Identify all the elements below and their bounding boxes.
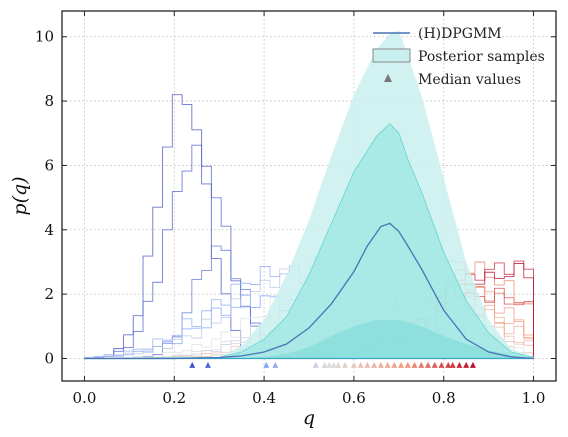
median-marker	[456, 361, 463, 368]
median-marker	[438, 361, 445, 368]
median-marker	[449, 361, 456, 368]
x-tick-label: 0.4	[252, 389, 276, 407]
median-marker	[463, 361, 470, 368]
x-tick-label: 1.0	[522, 389, 546, 407]
median-marker	[335, 361, 342, 368]
median-marker	[204, 361, 211, 368]
median-marker	[445, 361, 452, 368]
median-marker	[189, 361, 196, 368]
legend-median-marker	[384, 74, 392, 82]
x-axis-label: q	[303, 407, 315, 429]
median-marker	[263, 361, 270, 368]
legend-model-label: (H)DPGMM	[418, 26, 502, 42]
x-tick-label: 0.2	[162, 389, 186, 407]
median-marker	[431, 361, 438, 368]
y-axis-label: p(q)	[9, 176, 31, 215]
median-markers	[189, 361, 476, 368]
plot-frame	[61, 10, 557, 382]
y-tick-label: 2	[44, 285, 54, 303]
band-low	[84, 319, 534, 359]
model-curve	[84, 222, 534, 360]
y-tick-label: 4	[44, 221, 54, 239]
x-tick-label: 0.6	[342, 389, 366, 407]
x-tick-label: 0.8	[432, 389, 456, 407]
median-marker	[425, 361, 432, 368]
legend-samples-label: Posterior samples	[418, 49, 545, 65]
legend-median-label: Median values	[418, 72, 521, 88]
median-marker	[418, 361, 425, 368]
ticks: 0.0 0.2 0.4 0.6 0.8 1.0 0 2 4 6 8 10	[35, 11, 556, 407]
median-marker	[364, 361, 371, 368]
median-marker	[326, 361, 333, 368]
median-marker	[341, 361, 348, 368]
x-tick-label: 0.0	[73, 389, 97, 407]
median-marker	[371, 361, 378, 368]
median-marker	[321, 361, 328, 368]
model-line	[84, 222, 534, 360]
median-marker	[312, 361, 319, 368]
median-marker	[469, 361, 476, 368]
median-marker	[350, 361, 357, 368]
median-marker	[384, 361, 391, 368]
median-marker	[398, 361, 405, 368]
median-marker	[330, 361, 337, 368]
y-tick-label: 6	[44, 156, 54, 174]
y-tick-label: 10	[35, 28, 54, 46]
median-marker	[391, 361, 398, 368]
legend: (H)DPGMM Posterior samples Median values	[372, 26, 545, 88]
median-marker	[377, 361, 384, 368]
posterior-bands	[84, 30, 534, 360]
y-tick-label: 0	[44, 349, 54, 367]
median-marker	[357, 361, 364, 368]
median-marker	[411, 361, 418, 368]
median-marker	[272, 361, 279, 368]
band-inner	[84, 123, 534, 359]
y-tick-label: 8	[44, 92, 54, 110]
median-marker	[404, 361, 411, 368]
legend-samples-swatch	[372, 48, 411, 63]
